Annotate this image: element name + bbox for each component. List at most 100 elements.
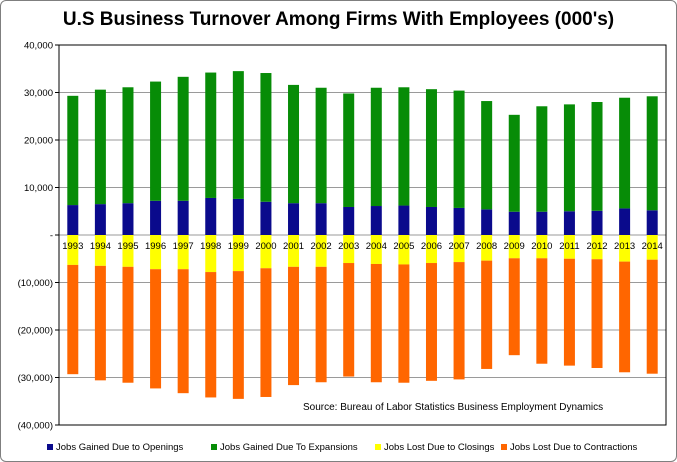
- bar: [232, 71, 244, 199]
- bar: [370, 235, 382, 264]
- bar: [591, 235, 603, 260]
- bar: [315, 203, 327, 235]
- year-label: 1997: [173, 241, 194, 252]
- year-labels: 1993 1994 1995 1996 1997 1998 1999 2000 2001 2002…: [62, 241, 663, 252]
- bar: [536, 258, 548, 364]
- bar: [536, 211, 548, 235]
- bar: [481, 235, 493, 261]
- source-annotation: Source: Bureau of Labor Statistics Busin…: [303, 402, 603, 413]
- bar: [232, 271, 244, 399]
- bar: [591, 210, 603, 235]
- bar: [122, 235, 134, 267]
- bar: [67, 264, 79, 375]
- bar: [315, 87, 327, 204]
- year-label: 2008: [476, 241, 497, 252]
- bar: [646, 96, 658, 211]
- bar: [398, 235, 410, 265]
- legend-swatch: [375, 444, 381, 450]
- bar: [315, 235, 327, 267]
- bar: [453, 207, 465, 235]
- y-tick-label: 20,000: [24, 136, 53, 147]
- bar: [646, 210, 658, 235]
- year-label: 2005: [393, 241, 414, 252]
- y-tick-label: (30,000): [18, 373, 53, 384]
- bar: [315, 266, 327, 383]
- year-label: 2000: [255, 241, 276, 252]
- bar: [205, 235, 217, 273]
- y-tick-label: (20,000): [18, 326, 53, 337]
- bar: [481, 209, 493, 235]
- bar: [425, 206, 437, 235]
- year-label: 2003: [338, 241, 359, 252]
- bar: [260, 235, 272, 269]
- bar: [205, 197, 217, 235]
- bars: [67, 71, 658, 399]
- bar: [508, 258, 520, 356]
- bar: [453, 262, 465, 380]
- y-tick-label: (10,000): [18, 278, 53, 289]
- bar: [370, 206, 382, 235]
- bar: [343, 263, 355, 377]
- bar: [150, 200, 162, 235]
- y-tick-label: -: [50, 231, 53, 242]
- legend-swatch: [211, 444, 217, 450]
- legend-swatch: [47, 444, 53, 450]
- year-label: 1999: [228, 241, 249, 252]
- bar: [122, 203, 134, 235]
- bar: [343, 93, 355, 207]
- year-label: 2010: [531, 241, 552, 252]
- bar: [177, 269, 189, 394]
- bar: [288, 235, 300, 267]
- year-label: 2014: [642, 241, 663, 252]
- year-label: 2004: [366, 241, 387, 252]
- y-tick-label: (40,000): [18, 421, 53, 432]
- year-label: 2009: [504, 241, 525, 252]
- bar: [591, 259, 603, 368]
- bar: [453, 235, 465, 263]
- bar: [370, 87, 382, 207]
- year-label: 1995: [117, 241, 138, 252]
- legend-label: Jobs Lost Due to Contractions: [510, 442, 638, 453]
- bar: [94, 89, 106, 205]
- bar: [453, 90, 465, 208]
- bar: [232, 198, 244, 235]
- bar: [508, 114, 520, 212]
- bar: [94, 265, 106, 381]
- bar: [619, 97, 631, 209]
- bar: [150, 269, 162, 389]
- bar: [398, 264, 410, 383]
- y-tick-label: 10,000: [24, 183, 53, 194]
- bar: [563, 104, 575, 212]
- year-label: 2006: [421, 241, 442, 252]
- legend-label: Jobs Gained Due To Expansions: [220, 442, 358, 453]
- bar: [619, 208, 631, 235]
- year-label: 1993: [62, 241, 83, 252]
- bar: [536, 106, 548, 212]
- bar: [177, 76, 189, 201]
- y-tick-label: 40,000: [24, 41, 53, 52]
- bar: [619, 235, 631, 262]
- bar: [425, 263, 437, 381]
- year-label: 2001: [283, 241, 304, 252]
- gridlines: [59, 44, 666, 426]
- bar: [536, 235, 548, 259]
- bar: [232, 235, 244, 272]
- legend-swatch: [501, 444, 507, 450]
- bar: [619, 261, 631, 373]
- year-label: 2013: [614, 241, 635, 252]
- year-label: 2002: [311, 241, 332, 252]
- year-label: 2012: [586, 241, 607, 252]
- year-label: 2011: [559, 241, 579, 252]
- bar: [260, 268, 272, 397]
- year-label: 1994: [90, 241, 111, 252]
- legend-label: Jobs Gained Due to Openings: [56, 442, 184, 453]
- bar: [288, 203, 300, 235]
- bar: [481, 260, 493, 369]
- bar: [67, 95, 79, 206]
- bar: [591, 102, 603, 211]
- y-axis-ticks: 40,000 30,000 20,000 10,000 - (10,000) (20,000…: [18, 41, 59, 432]
- bar: [150, 235, 162, 270]
- bar: [205, 72, 217, 198]
